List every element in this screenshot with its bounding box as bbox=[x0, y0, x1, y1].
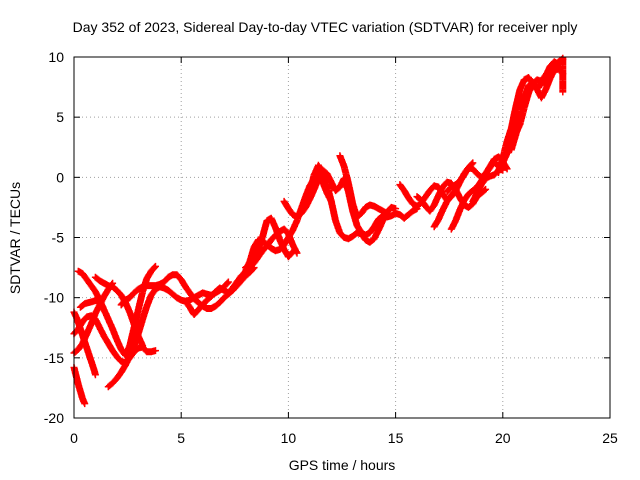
marker-trace bbox=[302, 161, 400, 246]
data-markers bbox=[70, 54, 567, 408]
series-track-14 bbox=[302, 161, 400, 246]
y-tick-label: -5 bbox=[52, 230, 65, 246]
x-axis-label: GPS time / hours bbox=[289, 457, 396, 473]
x-tick-label: 20 bbox=[495, 430, 511, 446]
marker-trace bbox=[430, 187, 460, 231]
y-axis-label: SDTVAR / TECUs bbox=[7, 182, 23, 294]
x-tick-label: 5 bbox=[177, 430, 185, 446]
y-tick-label: -15 bbox=[44, 350, 64, 366]
axis-ticks bbox=[73, 56, 611, 419]
series-track-18 bbox=[430, 187, 460, 231]
marker-trace bbox=[507, 54, 567, 154]
x-tick-label: 10 bbox=[281, 430, 297, 446]
y-tick-label: -20 bbox=[44, 410, 64, 426]
x-tick-labels: 0 5 10 15 20 25 bbox=[70, 430, 618, 446]
x-tick-label: 0 bbox=[70, 430, 78, 446]
y-tick-label: 10 bbox=[48, 49, 64, 65]
series-track-23 bbox=[507, 54, 567, 154]
series-track-19 bbox=[443, 159, 477, 196]
marker-trace bbox=[443, 159, 477, 196]
y-tick-labels: -20 -15 -10 -5 0 5 10 bbox=[44, 49, 64, 426]
marker-trace bbox=[336, 152, 391, 221]
x-tick-label: 25 bbox=[602, 430, 618, 446]
series-track-1 bbox=[70, 364, 89, 408]
series-track-15 bbox=[336, 152, 391, 221]
chart-title: Day 352 of 2023, Sidereal Day-to-day VTE… bbox=[73, 19, 578, 35]
y-tick-label: 5 bbox=[56, 109, 64, 125]
marker-trace bbox=[70, 364, 89, 408]
y-tick-label: 0 bbox=[56, 169, 64, 185]
y-tick-label: -10 bbox=[44, 290, 64, 306]
x-tick-label: 15 bbox=[388, 430, 404, 446]
